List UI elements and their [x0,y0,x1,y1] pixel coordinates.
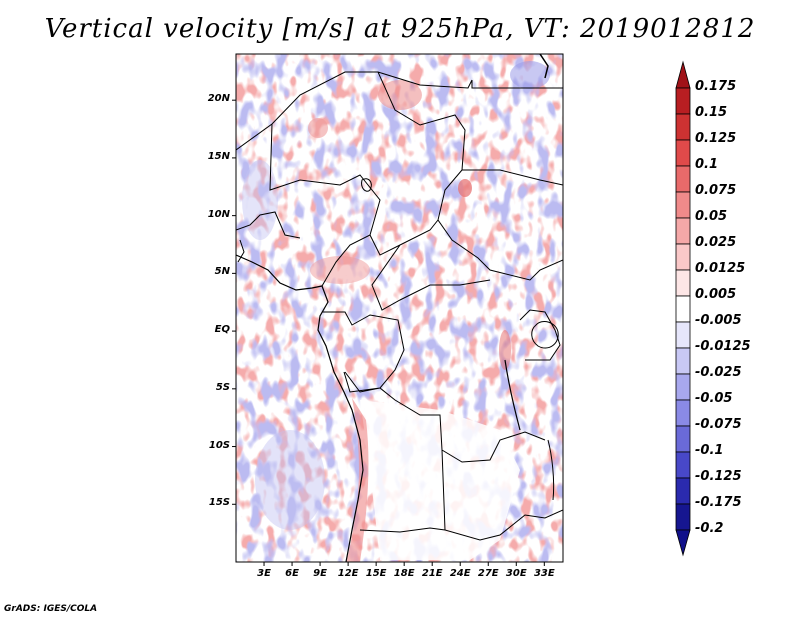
lat-tick-label: 15N [207,150,230,162]
red-sea-coast [539,54,549,79]
colorbar-label: -0.05 [695,391,733,406]
lat-tick-label: 5N [214,266,230,278]
colorbar-swatch [675,503,691,531]
colorbar-swatch [675,399,691,427]
lon-tick-label: 33E [533,568,555,579]
coastline [236,254,364,562]
map-frame [235,53,564,563]
lon-tick-label: 21E [421,568,443,579]
colorbar-label: -0.005 [695,313,742,328]
colorbar-label: 0.05 [695,209,728,224]
colorbar-label: -0.075 [695,417,742,432]
colorbar-label: 0.125 [695,131,737,146]
colorbar-label: -0.125 [695,469,742,484]
colorbar-swatch [675,529,691,557]
cell-east [458,179,472,197]
map-plot-area [236,54,563,562]
calm-region [360,400,520,560]
colorbar-label: 0.1 [695,157,719,172]
cell-ocean-blue [242,160,278,240]
colorbar-swatch [675,191,691,219]
cell-lake [499,330,511,370]
lon-tick-label: 30E [505,568,527,579]
lon-tick-label: 24E [449,568,471,579]
colorbar-swatch [675,373,691,401]
colorbar-swatch [675,477,691,505]
colorbar-swatch [675,243,691,271]
colorbar-swatch [675,217,691,245]
colorbar-label: -0.025 [695,365,742,380]
lon-tick-label: 27E [477,568,499,579]
colorbar-label: -0.1 [695,443,724,458]
colorbar-swatch [675,295,691,323]
colorbar-swatch [675,425,691,453]
colorbar-swatch [675,165,691,193]
lon-tick-label: 9E [313,568,327,579]
lat-tick-label: EQ [214,324,230,336]
lon-tick-label: 15E [365,568,387,579]
colorbar-label: 0.175 [695,79,737,94]
cell-sahel-1 [378,80,422,110]
lake-malawi [547,439,555,501]
colorbar-label: 0.025 [695,235,737,250]
colorbar-label: -0.0125 [695,339,751,354]
colorbar-swatch [675,113,691,141]
colorbar-swatch [675,321,691,349]
lat-tick-label: 10S [208,439,230,451]
colorbar-label: 0.15 [695,105,728,120]
lat-tick-label: 5S [215,381,230,393]
colorbar-swatch [675,347,691,375]
cell-sw-blue [255,430,325,530]
colorbar-label: 0.075 [695,183,737,198]
colorbar-label: -0.175 [695,495,742,510]
lake-tanganyika [504,359,521,431]
colorbar-swatch [675,269,691,297]
lon-tick-label: 18E [393,568,415,579]
lake-victoria [531,321,559,349]
lon-tick-label: 12E [337,568,359,579]
lon-tick-label: 6E [285,568,299,579]
country-borders [236,71,563,541]
colorbar [675,60,691,557]
map-title: Vertical velocity [m/s] at 925hPa, VT: 2… [44,14,756,44]
axis-ticks [232,99,545,566]
grads-credit: GrADS: IGES/COLA [4,604,98,614]
colorbar-label: 0.005 [695,287,737,302]
colorbar-swatch [675,139,691,167]
lake-volta [237,239,245,263]
cell-sahel-2 [308,118,328,138]
colorbar-label: -0.2 [695,521,724,536]
cell-ne-blue [510,61,550,89]
lake-chad [361,178,372,192]
colorbar-swatch [675,60,691,89]
lon-tick-label: 3E [257,568,271,579]
coastal-band [346,398,369,562]
colorbar-label: 0.0125 [695,261,746,276]
lat-tick-label: 20N [207,93,230,105]
lat-tick-label: 10N [207,208,230,220]
lat-tick-label: 15S [208,497,230,509]
cell-nigeria [310,256,370,284]
colorbar-swatch [675,451,691,479]
colorbar-swatch [675,87,691,115]
